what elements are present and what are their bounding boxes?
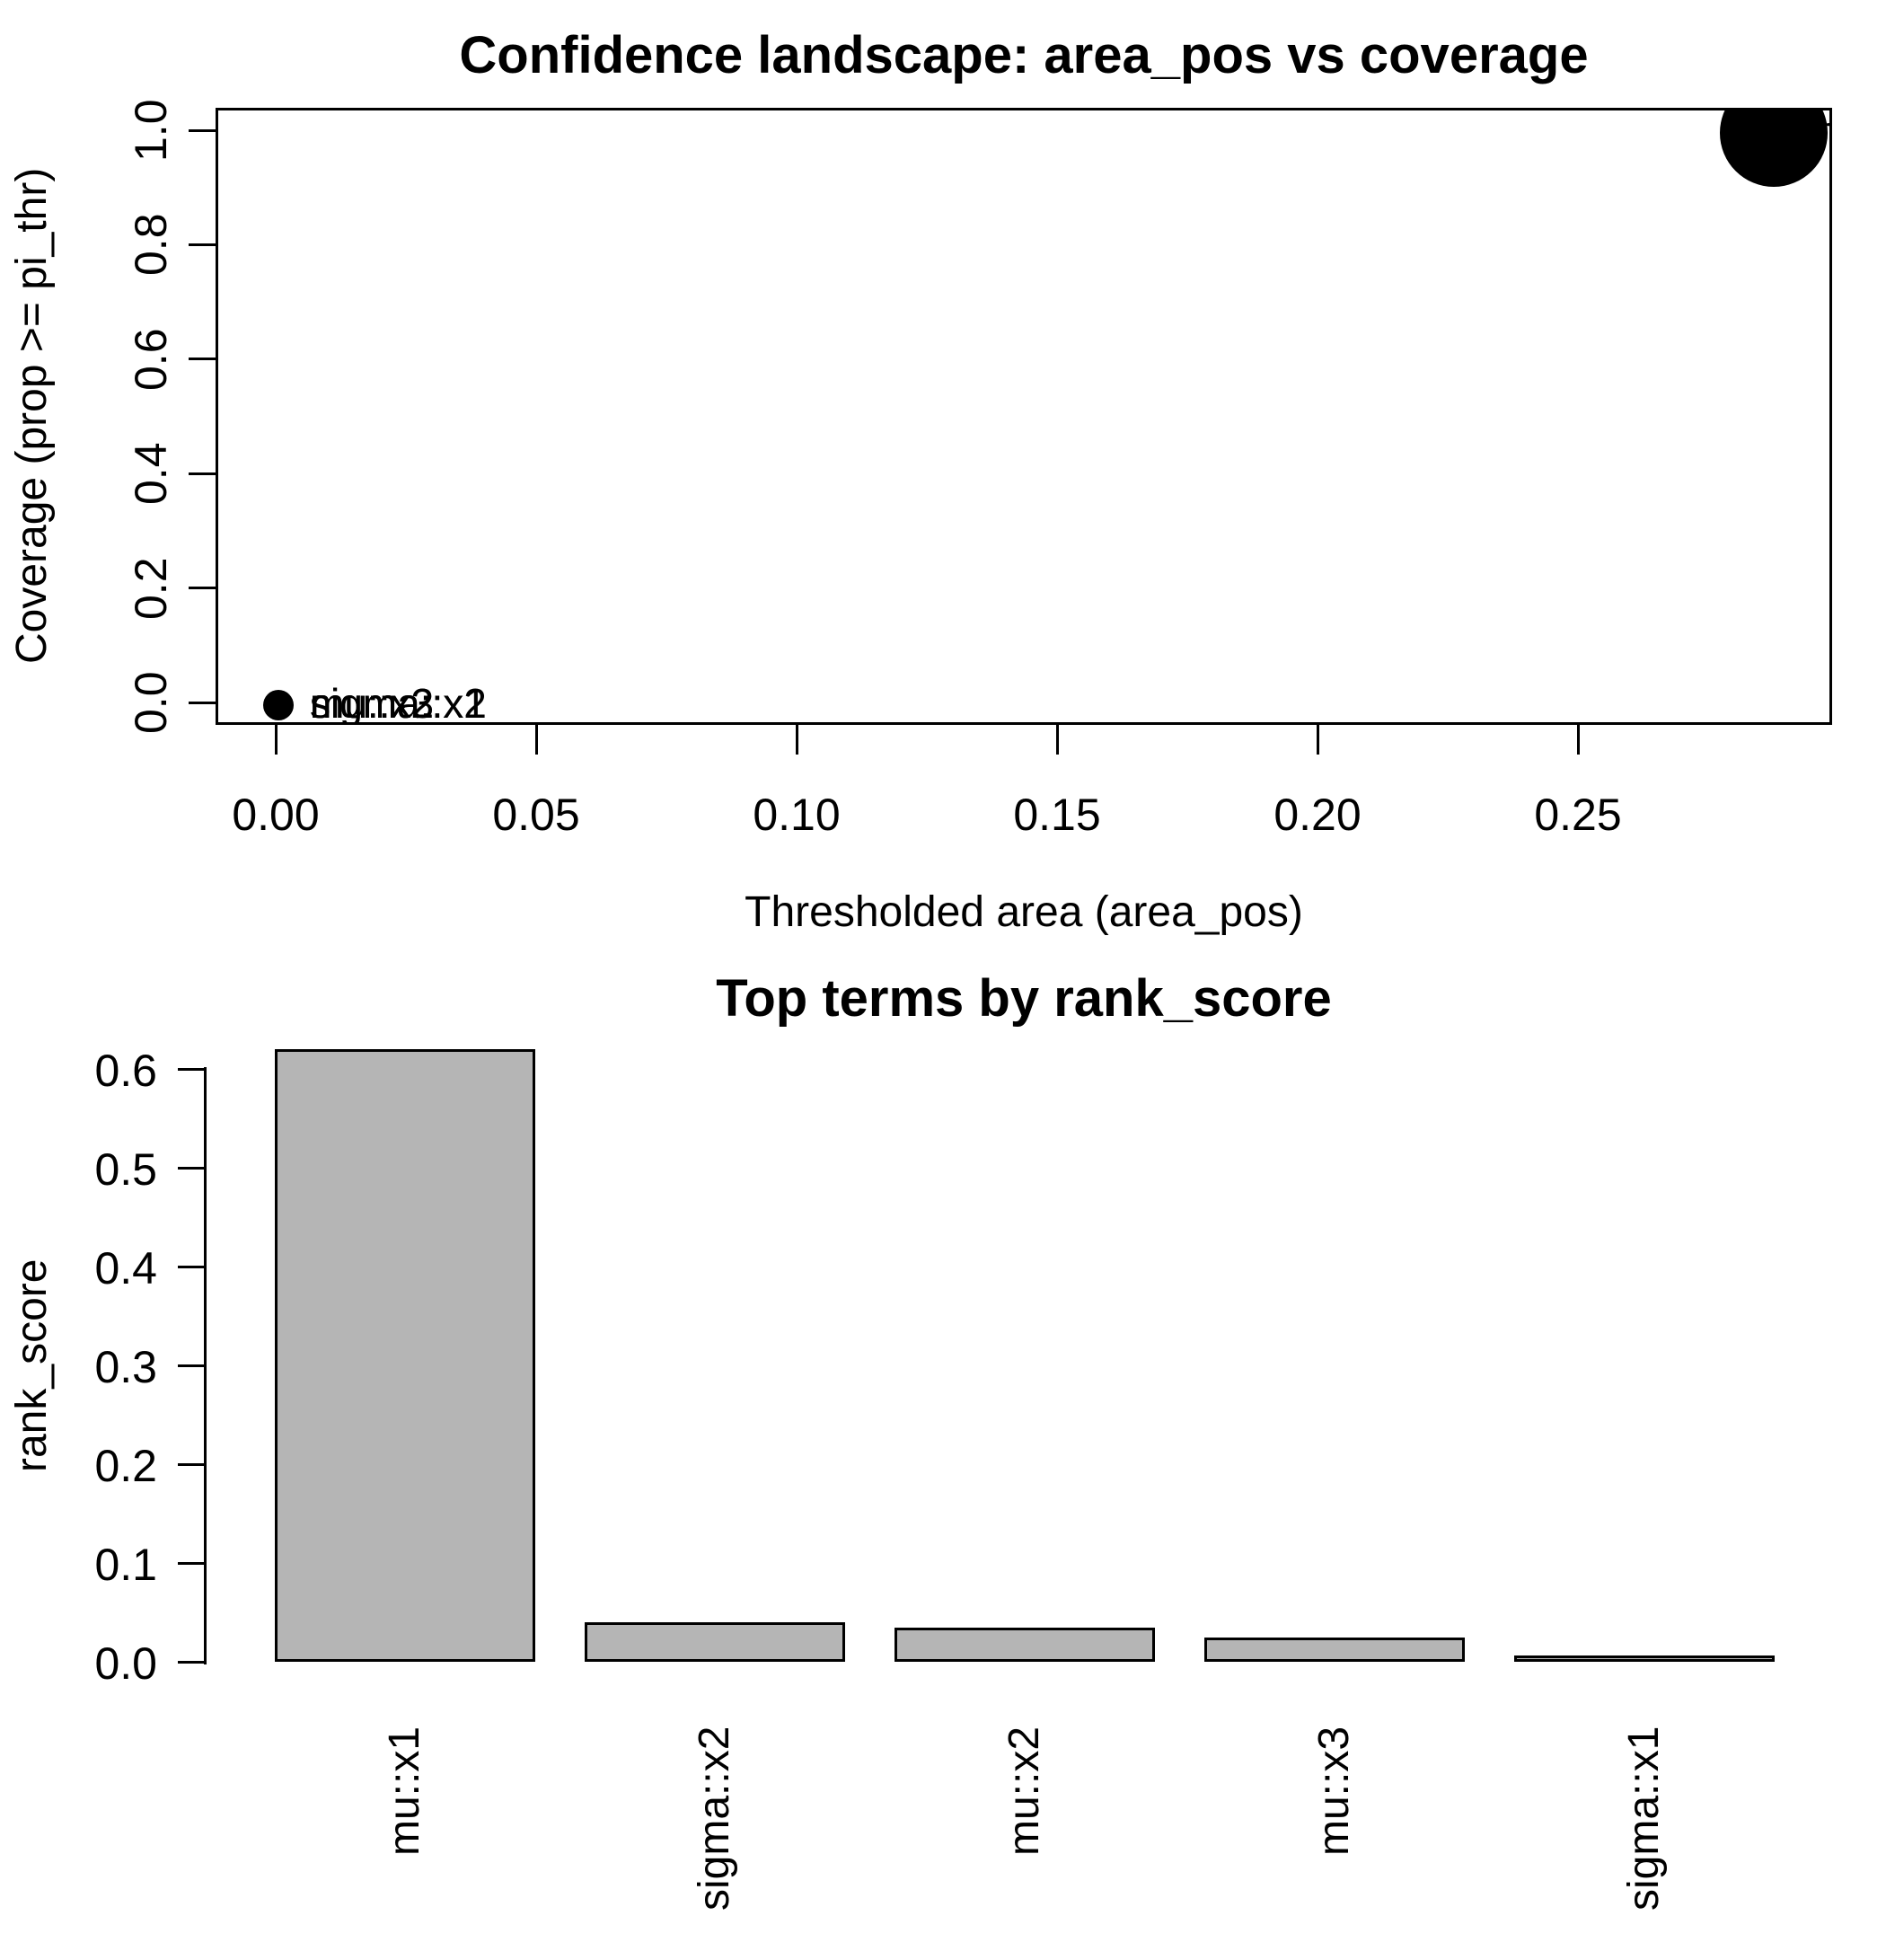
- scatter-y-tick-label: 1.0: [126, 99, 176, 162]
- bar: [895, 1627, 1155, 1662]
- scatter-x-axis-label: Thresholded area (area_pos): [745, 888, 1303, 936]
- scatter-x-tick-label: 0.05: [492, 790, 580, 840]
- scatter-y-tick-label: 0.0: [126, 671, 176, 734]
- scatter-x-tick-mark: [274, 725, 278, 755]
- bar-x-label: mu::x3: [1310, 1726, 1358, 1857]
- point-label: mu::x2: [310, 680, 435, 725]
- scatter-y-tick-label: 0.4: [126, 442, 176, 505]
- scatter-x-tick-mark: [1055, 725, 1059, 755]
- scatter-y-tick-label: 0.6: [126, 328, 176, 391]
- bar-y-tick-label: 0.0: [94, 1638, 157, 1689]
- bar: [1514, 1655, 1775, 1662]
- scatter-x-tick-mark: [534, 725, 538, 755]
- scatter-y-tick-mark: [189, 472, 216, 475]
- scatter-x-tick-label: 0.15: [1013, 790, 1101, 840]
- scatter-y-tick-mark: [189, 243, 216, 246]
- bar-y-tick-label: 0.4: [94, 1243, 157, 1293]
- bar: [585, 1622, 845, 1662]
- scatter-x-tick-label: 0.00: [232, 790, 320, 840]
- point-label: mu::x3: [310, 680, 435, 725]
- point-label: mu::x1: [1817, 110, 1829, 153]
- scatter-x-tick-mark: [795, 725, 798, 755]
- scatter-y-tick-label: 0.8: [126, 213, 176, 277]
- point-label: sigma::x1: [310, 680, 487, 725]
- bar-x-label: sigma::x2: [691, 1726, 738, 1911]
- bar-y-tick-mark: [178, 1265, 207, 1268]
- bar-y-tick-label: 0.1: [94, 1540, 157, 1590]
- scatter-y-tick-mark: [189, 587, 216, 590]
- scatter-x-tick-mark: [1576, 725, 1580, 755]
- point-label: sigma::x2: [310, 680, 487, 725]
- bar-y-tick-label: 0.5: [94, 1144, 157, 1195]
- scatter-x-tick-label: 0.25: [1534, 790, 1622, 840]
- bar-y-tick-mark: [178, 1067, 207, 1071]
- scatter-y-tick-mark: [189, 128, 216, 132]
- bar-y-tick-mark: [178, 1166, 207, 1170]
- bar: [1204, 1637, 1465, 1662]
- figure-canvas: { "figure": { "background": "#ffffff", "…: [8, 26, 1832, 1911]
- bar: [275, 1049, 535, 1662]
- data-point: [263, 690, 294, 720]
- bar-y-tick-mark: [178, 1364, 207, 1367]
- scatter-y-tick-mark: [189, 701, 216, 704]
- bar-y-tick-label: 0.2: [94, 1441, 157, 1491]
- scatter-y-tick-mark: [189, 358, 216, 361]
- scatter-y-tick-label: 0.2: [126, 556, 176, 620]
- bar-y-tick-label: 0.3: [94, 1342, 157, 1392]
- scatter-x-tick-label: 0.20: [1273, 790, 1362, 840]
- data-point: [1719, 110, 1828, 187]
- bar-y-tick-mark: [178, 1561, 207, 1565]
- scatter-title: Confidence landscape: area_pos vs covera…: [459, 26, 1589, 84]
- scatter-y-axis-label: Coverage (prop >= pi_thr): [8, 167, 56, 665]
- bar-title: Top terms by rank_score: [716, 969, 1332, 1028]
- bar-x-label: mu::x2: [1000, 1726, 1048, 1857]
- scatter-x-tick-mark: [1316, 725, 1319, 755]
- scatter-x-tick-label: 0.10: [753, 790, 841, 840]
- bar-y-tick-label: 0.6: [94, 1046, 157, 1096]
- bar-y-tick-mark: [178, 1462, 207, 1466]
- bar-y-tick-mark: [178, 1660, 207, 1664]
- bar-x-label: sigma::x1: [1620, 1726, 1668, 1911]
- bar-x-label: mu::x1: [381, 1726, 428, 1857]
